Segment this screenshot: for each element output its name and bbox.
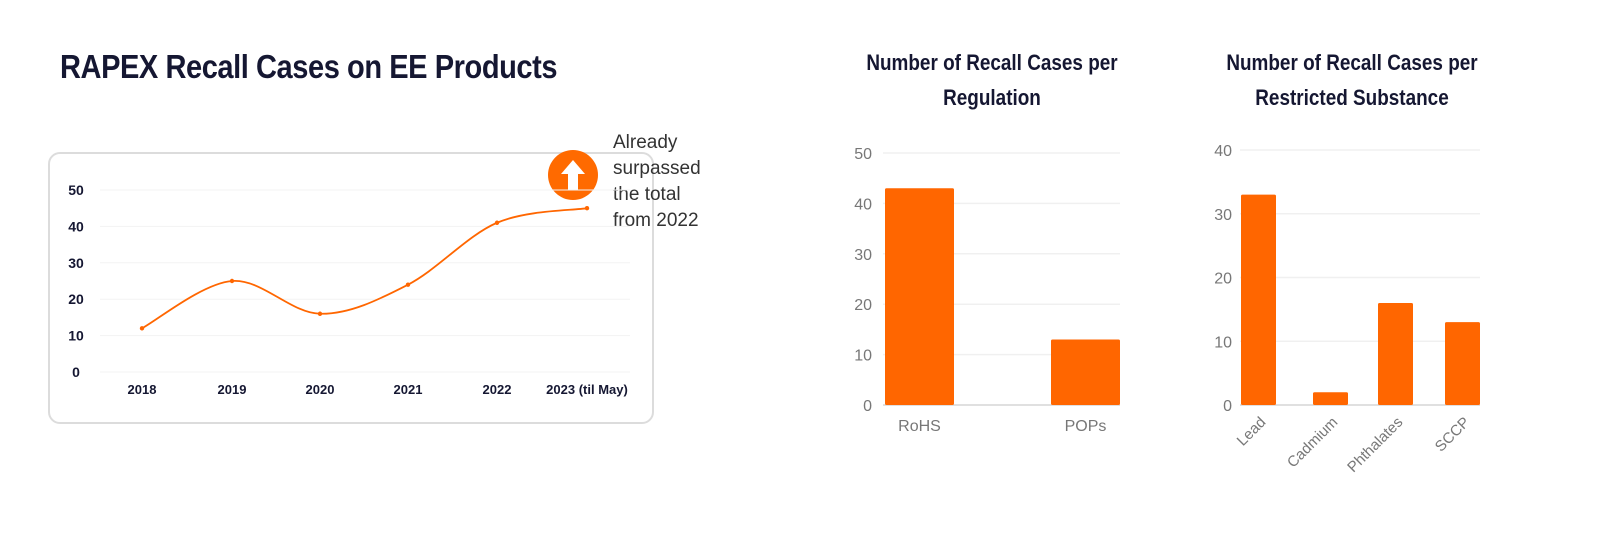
x-tick-label: 2018 xyxy=(128,382,157,397)
x-tick-label: 2020 xyxy=(306,382,335,397)
annotation-text: Already surpassed the total from 2022 xyxy=(613,130,701,234)
y-tick-label: 20 xyxy=(854,297,872,314)
y-tick-label: 50 xyxy=(68,182,84,198)
line-chart-card xyxy=(48,152,654,424)
x-tick-label: POPs xyxy=(1065,418,1107,435)
annotation-line: surpassed xyxy=(613,158,701,179)
y-tick-label: 30 xyxy=(68,255,84,271)
x-tick-label: 2023 (til May) xyxy=(546,382,628,397)
x-tick-label: Lead xyxy=(1234,414,1270,450)
x-tick-label: 2019 xyxy=(218,382,247,397)
bar-phthalates xyxy=(1378,303,1413,405)
main-title: RAPEX Recall Cases on EE Products xyxy=(60,48,558,85)
bar-sccp xyxy=(1445,322,1480,405)
x-tick-label: RoHS xyxy=(898,418,941,435)
data-point xyxy=(584,206,590,211)
y-tick-label: 50 xyxy=(854,146,872,163)
y-tick-label: 0 xyxy=(863,398,872,415)
data-point xyxy=(317,311,323,316)
y-tick-label: 0 xyxy=(72,364,80,380)
annotation-line: from 2022 xyxy=(613,210,699,231)
x-tick-label: 2021 xyxy=(394,382,423,397)
y-tick-label: 20 xyxy=(1214,271,1232,288)
x-tick-label: 2022 xyxy=(483,382,512,397)
x-tick-label: Cadmium xyxy=(1284,414,1341,471)
bar-rohs xyxy=(885,188,954,405)
x-tick-label: SCCP xyxy=(1432,414,1473,455)
y-tick-label: 30 xyxy=(854,247,872,264)
y-tick-label: 20 xyxy=(68,291,84,307)
y-tick-label: 40 xyxy=(854,196,872,213)
data-point xyxy=(229,278,235,284)
bar-pops xyxy=(1051,339,1120,405)
y-tick-label: 10 xyxy=(1214,334,1232,351)
title-line: Regulation xyxy=(943,85,1041,110)
bar-lead xyxy=(1241,194,1276,405)
title-line: Number of Recall Cases per xyxy=(1226,50,1478,75)
data-point xyxy=(139,326,145,331)
regulation-chart-title: Number of Recall Cases per Regulation xyxy=(837,45,1147,115)
title-line: Restricted Substance xyxy=(1255,85,1449,110)
y-tick-label: 30 xyxy=(1214,207,1232,224)
y-tick-label: 10 xyxy=(68,328,84,344)
y-tick-label: 0 xyxy=(1223,398,1232,415)
annotation-line: the total xyxy=(613,184,681,205)
y-tick-label: 40 xyxy=(1214,143,1232,160)
y-tick-label: 10 xyxy=(854,348,872,365)
series-line xyxy=(141,207,588,330)
x-tick-label: Phthalates xyxy=(1344,414,1406,476)
annotation-line: Already xyxy=(613,132,678,153)
bar-cadmium xyxy=(1313,392,1348,405)
y-tick-label: 40 xyxy=(68,218,84,234)
data-point xyxy=(405,282,411,287)
arrow-up-circle-icon xyxy=(548,150,598,200)
title-line: Number of Recall Cases per xyxy=(866,50,1118,75)
substance-chart-title: Number of Recall Cases per Restricted Su… xyxy=(1197,45,1507,115)
data-point xyxy=(494,220,500,225)
